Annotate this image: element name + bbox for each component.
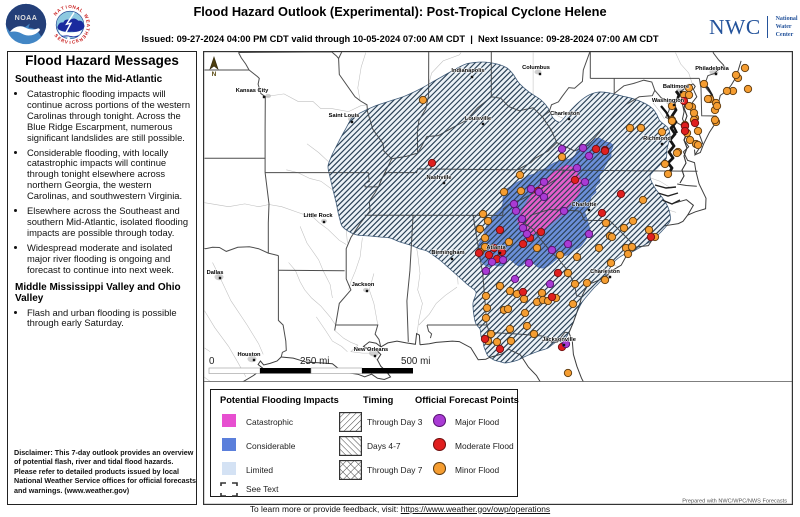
svg-text:Little Rock: Little Rock xyxy=(303,213,333,219)
svg-text:A: A xyxy=(86,24,91,28)
svg-text:E: E xyxy=(85,19,91,23)
svg-text:T: T xyxy=(85,27,91,31)
svg-text:Prepared with NWC/WPC/NWS Fore: Prepared with NWC/WPC/NWS Forecasts xyxy=(682,499,787,505)
svg-text:N: N xyxy=(72,4,77,10)
svg-text:Jacksonville: Jacksonville xyxy=(542,337,576,343)
svg-text:Charlotte: Charlotte xyxy=(572,202,597,208)
svg-text:Richmond: Richmond xyxy=(643,136,671,142)
svg-text:V: V xyxy=(64,39,69,45)
svg-text:Kansas City: Kansas City xyxy=(236,88,269,94)
svg-text:N: N xyxy=(212,71,217,78)
svg-text:NOAA: NOAA xyxy=(15,14,38,22)
svg-text:E: E xyxy=(57,36,63,42)
svg-text:O: O xyxy=(68,4,72,9)
svg-text:S: S xyxy=(53,33,59,39)
svg-text:R: R xyxy=(60,38,66,44)
svg-text:R: R xyxy=(78,37,84,43)
svg-text:Birmingham: Birmingham xyxy=(431,250,464,256)
svg-text:L: L xyxy=(79,8,84,14)
svg-text:Columbus: Columbus xyxy=(522,65,550,71)
svg-text:Dallas: Dallas xyxy=(207,270,224,276)
svg-text:Jackson: Jackson xyxy=(352,282,375,288)
svg-text:Louisville: Louisville xyxy=(465,116,491,122)
svg-text:A: A xyxy=(56,7,62,13)
svg-text:Houston: Houston xyxy=(237,352,261,358)
svg-text:Nashville: Nashville xyxy=(427,175,452,181)
svg-text:Indianapolis: Indianapolis xyxy=(451,68,484,74)
svg-text:Philadelphia: Philadelphia xyxy=(695,66,729,72)
svg-text:0: 0 xyxy=(209,356,215,367)
svg-text:Washington: Washington xyxy=(652,98,685,104)
svg-text:I: I xyxy=(69,40,70,45)
svg-text:500 mi: 500 mi xyxy=(401,356,430,367)
svg-text:Charleston: Charleston xyxy=(550,111,580,117)
svg-text:Atlanta: Atlanta xyxy=(486,245,506,251)
svg-text:I: I xyxy=(65,5,67,10)
svg-text:W: W xyxy=(83,13,90,20)
svg-text:T: T xyxy=(60,5,65,11)
svg-text:E: E xyxy=(81,34,87,40)
svg-text:C: C xyxy=(71,39,76,45)
svg-text:Charleston: Charleston xyxy=(590,269,620,275)
svg-text:H: H xyxy=(83,31,89,37)
svg-text:N: N xyxy=(53,10,59,16)
svg-text:250 mi: 250 mi xyxy=(300,356,329,367)
svg-text:New Orleans: New Orleans xyxy=(354,347,388,353)
svg-text:Saint Louis: Saint Louis xyxy=(329,113,360,119)
svg-text:Baltimore: Baltimore xyxy=(663,84,689,90)
svg-text:A: A xyxy=(75,6,81,12)
svg-text:E: E xyxy=(75,38,80,44)
